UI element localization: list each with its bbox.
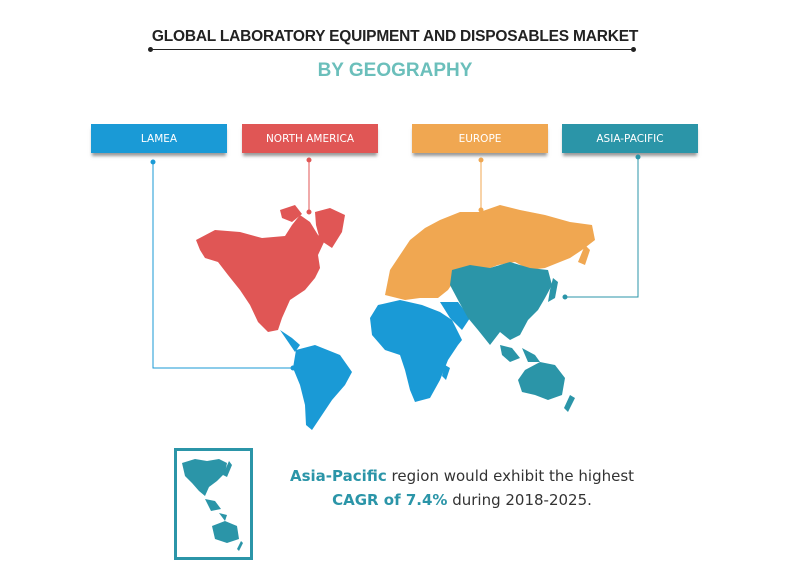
region-label-north-america: NORTH AMERICA <box>242 124 378 153</box>
region-label-europe: EUROPE <box>412 124 548 153</box>
connector-europe <box>478 157 484 213</box>
asia-pacific-icon <box>182 459 243 551</box>
connector-lamea <box>150 159 296 371</box>
callout-text-2: during 2018-2025. <box>447 491 592 509</box>
page-title: GLOBAL LABORATORY EQUIPMENT AND DISPOSAB… <box>151 28 639 45</box>
europe-russia-shape <box>385 205 595 300</box>
page-subtitle: BY GEOGRAPHY <box>317 60 473 81</box>
title-divider <box>148 47 636 52</box>
callout-cagr-highlight: CAGR of 7.4% <box>332 491 448 509</box>
region-label-text: EUROPE <box>458 132 502 145</box>
region-label-text: LAMEA <box>140 132 178 145</box>
lamea-shape <box>280 300 470 430</box>
north-america-shape <box>196 205 345 332</box>
connector-north-america <box>306 157 312 215</box>
connector-asia-pacific <box>562 154 641 300</box>
callout-text-1: region would exhibit the highest <box>386 467 635 485</box>
region-label-asia-pacific: ASIA-PACIFIC <box>562 124 698 153</box>
region-label-text: ASIA-PACIFIC <box>596 132 664 145</box>
asia-pacific-map-icon <box>174 448 253 560</box>
asia-pacific-shape <box>450 262 575 412</box>
region-label-lamea: LAMEA <box>91 124 227 153</box>
callout-region-highlight: Asia-Pacific <box>289 467 387 485</box>
region-label-text: NORTH AMERICA <box>265 132 355 145</box>
callout-text: Asia-Pacific region would exhibit the hi… <box>262 464 662 512</box>
